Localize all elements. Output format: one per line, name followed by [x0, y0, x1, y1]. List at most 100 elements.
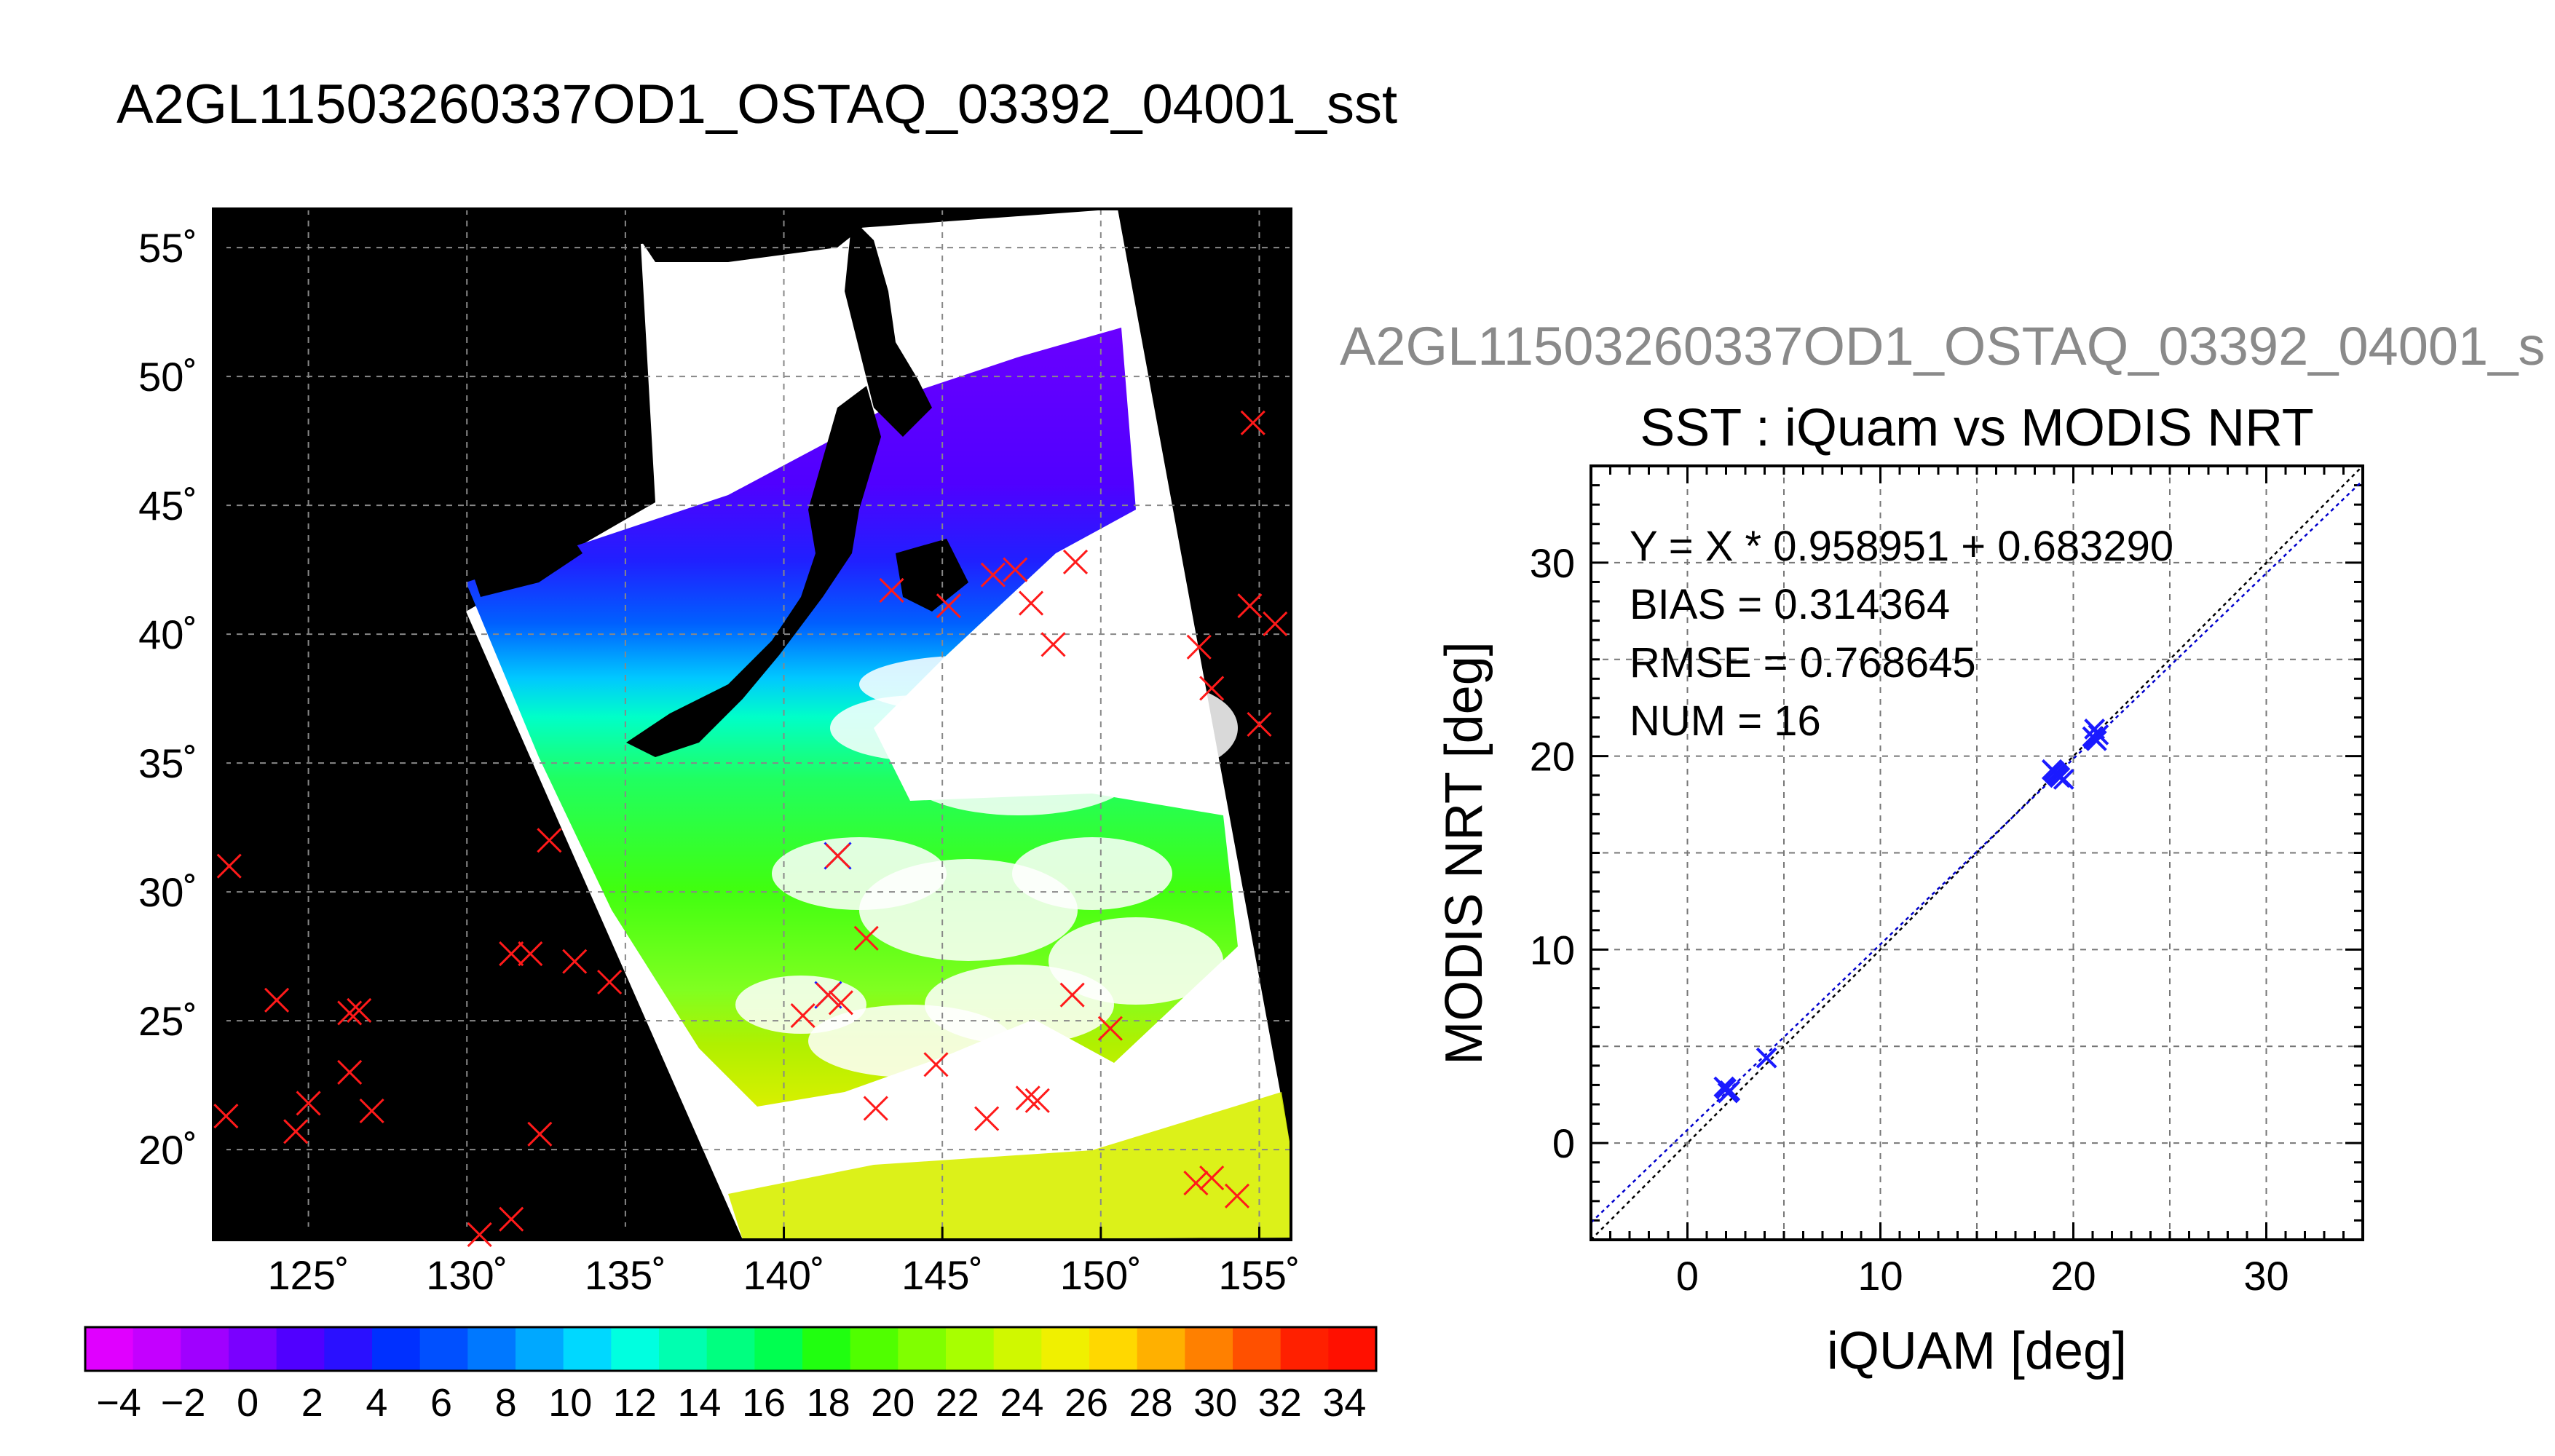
scatter-panel	[1590, 464, 2364, 1241]
japan-honshu	[626, 386, 881, 757]
scatter-ytick-label: 0	[1552, 1120, 1575, 1166]
colorbar-tick-label: 34	[1322, 1381, 1366, 1425]
cloud-patch	[1012, 837, 1172, 910]
cloud-patch	[903, 728, 1136, 815]
map-marker-red-stroke-b	[527, 1121, 553, 1147]
map-marker-red	[296, 1091, 321, 1116]
scatter-file-title: A2GL11503260337OD1_OSTAQ_03392_04001_s	[1340, 316, 2546, 376]
map-frame	[212, 207, 1292, 1241]
map-marker-red-stroke-b	[853, 925, 879, 951]
one-to-one-line	[1590, 465, 2364, 1241]
map-marker-red	[527, 1121, 553, 1147]
colorbar-swatch	[754, 1327, 803, 1371]
map-marker-red-stroke-b	[1040, 632, 1066, 657]
map-lon-tick-label: 135˚	[585, 1252, 666, 1298]
map-marker-red-stroke-b	[974, 1106, 1000, 1131]
map-marker-red	[1024, 1088, 1050, 1113]
map-marker-red	[359, 1098, 384, 1124]
map-marker-red-stroke-b	[1059, 982, 1085, 1008]
colorbar-swatch	[85, 1327, 134, 1371]
map-marker-red	[499, 1206, 524, 1232]
colorbar-swatch	[1041, 1327, 1090, 1371]
stats-bias: BIAS = 0.314364	[1630, 581, 1950, 628]
scatter-xtick-label: 30	[2243, 1253, 2289, 1299]
map-lon-tick-label: 145˚	[901, 1252, 983, 1298]
colorbar-tick-label: 28	[1129, 1381, 1173, 1425]
colorbar-swatch	[1089, 1327, 1138, 1371]
scatter-ytick-label: 30	[1530, 540, 1575, 586]
map-marker-red-stroke-b	[1240, 410, 1265, 435]
colorbar-swatch	[946, 1327, 995, 1371]
map-marker-red	[216, 853, 242, 879]
map-marker-red	[1018, 590, 1044, 616]
map-marker-red-stroke-b	[1024, 1088, 1050, 1113]
map-marker-red	[1199, 676, 1225, 701]
stats-num: NUM = 16	[1630, 697, 1821, 745]
hokkaido-island	[896, 539, 968, 612]
cloud-patch	[1005, 615, 1150, 681]
cloud-patch	[772, 1110, 947, 1161]
map-lat-tick-label: 55˚	[138, 225, 197, 271]
map-marker-red-stroke-b	[1018, 590, 1044, 616]
map-marker-red-stroke-b	[359, 1098, 384, 1124]
scatter-xlabel: iQUAM [deg]	[1827, 1322, 2127, 1380]
scatter-point-stroke-b	[2047, 764, 2069, 786]
colorbar-swatch	[802, 1327, 851, 1371]
colorbar-swatch	[850, 1327, 899, 1371]
map-marker-red	[562, 949, 588, 974]
map-marker-red-stroke-b	[518, 941, 543, 967]
map-marker-red	[467, 1222, 492, 1247]
colorbar-swatch	[1137, 1327, 1185, 1371]
scatter-point-stroke-b	[1719, 1080, 1741, 1101]
map-marker-red	[1015, 1085, 1040, 1111]
map-lon-tick-label: 125˚	[268, 1252, 350, 1298]
colorbar-tick-label: 26	[1065, 1381, 1108, 1425]
map-lat-tick-label: 45˚	[138, 483, 197, 529]
cloud-patch	[1049, 917, 1223, 1005]
scatter-ytick-label: 10	[1530, 927, 1575, 973]
map-marker-red	[337, 1059, 363, 1085]
scatter-frame	[1590, 464, 2364, 1241]
map-marker-red-stroke-b	[213, 1104, 239, 1129]
scatter-point-stroke-b	[1756, 1047, 1777, 1069]
colorbar-swatch	[419, 1327, 468, 1371]
map-marker-red-stroke-b	[1237, 593, 1263, 619]
map-marker-red	[1263, 611, 1288, 637]
colorbar-swatch	[563, 1327, 612, 1371]
scatter-xtick-label: 20	[2050, 1253, 2096, 1299]
scatter-xtick-label: 10	[1857, 1253, 1903, 1299]
colorbar-tick-label: 6	[430, 1381, 452, 1425]
sst-swath	[466, 209, 1291, 1240]
map-lat-tick-label: 35˚	[138, 740, 197, 786]
map-marker-red-stroke-b	[936, 593, 961, 619]
map-marker-red-stroke-b	[1186, 634, 1212, 660]
map-marker-red	[499, 941, 524, 967]
map-marker-red	[1059, 982, 1085, 1008]
scatter-point	[1719, 1080, 1741, 1101]
map-lon-tick-label: 140˚	[743, 1252, 824, 1298]
map-marker-red-stroke-b	[828, 990, 853, 1016]
map-marker-red	[1224, 1183, 1250, 1208]
map-marker-red	[879, 577, 904, 603]
map-marker-red-stroke-b	[537, 828, 562, 853]
colorbar-swatch	[516, 1327, 564, 1371]
colorbar-swatch	[706, 1327, 755, 1371]
map-marker-red	[936, 593, 961, 619]
map-marker-red	[518, 941, 543, 967]
map-marker-red-stroke-b	[562, 949, 588, 974]
colorbar-tick-label: 4	[366, 1381, 387, 1425]
map-lat-tick-label: 50˚	[138, 354, 197, 400]
colorbar-tick-label: −2	[161, 1381, 206, 1425]
map-lon-tick-label: 155˚	[1218, 1252, 1300, 1298]
map-marker-red	[597, 969, 623, 995]
map-lat-tick-label: 25˚	[138, 998, 197, 1044]
map-marker-red-stroke-b	[1199, 1165, 1225, 1191]
colorbar-tick-label: 20	[871, 1381, 915, 1425]
cloud-patch	[1092, 684, 1238, 772]
swath-warm-band	[728, 1092, 1291, 1240]
map-marker-red-stroke-b	[863, 1096, 888, 1121]
map-marker-red-stroke-b	[1015, 1085, 1040, 1111]
colorbar-tick-label: 8	[495, 1381, 517, 1425]
main-title: A2GL11503260337OD1_OSTAQ_03392_04001_sst	[117, 74, 1398, 135]
